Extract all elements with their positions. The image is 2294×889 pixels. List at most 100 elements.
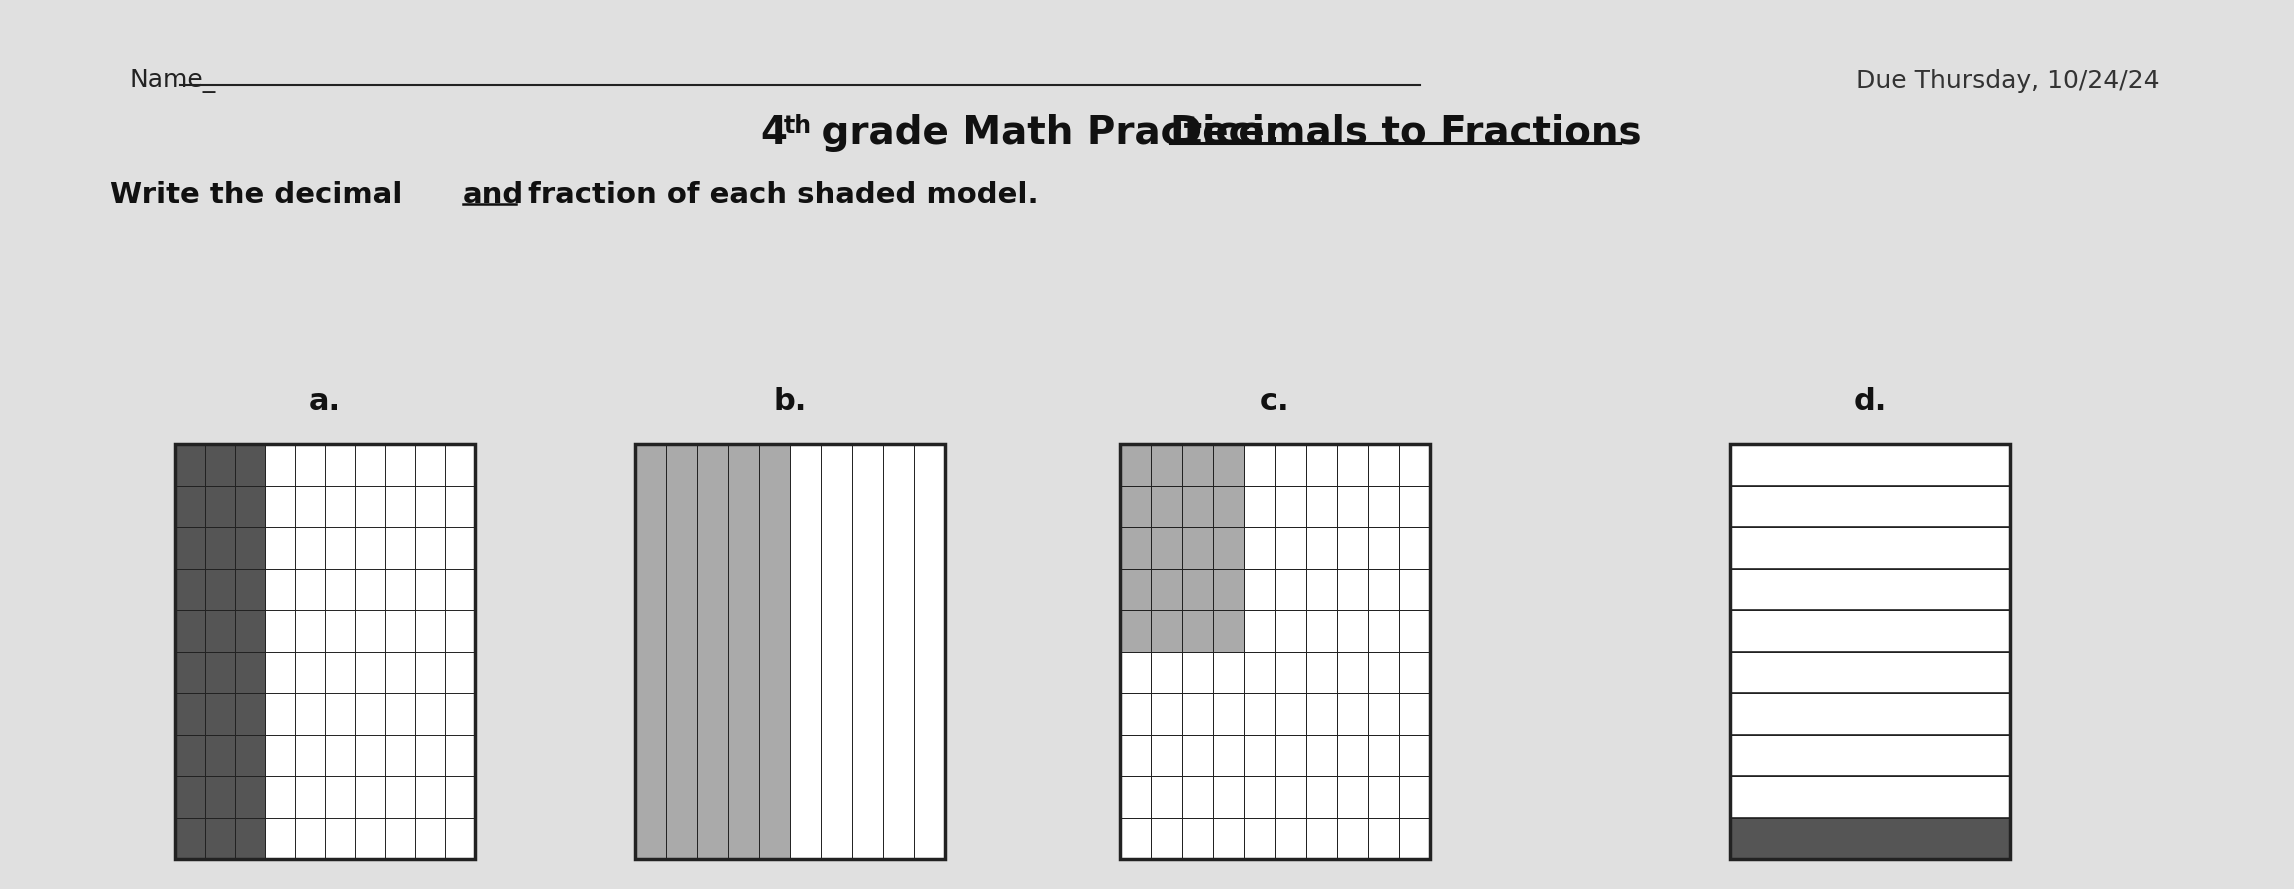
Bar bbox=[1730, 444, 2010, 485]
Bar bbox=[1152, 734, 1181, 776]
Bar bbox=[1243, 568, 1275, 610]
Bar bbox=[759, 444, 789, 859]
Bar bbox=[1181, 693, 1214, 734]
Bar bbox=[883, 444, 913, 859]
Bar bbox=[1399, 693, 1429, 734]
Bar bbox=[1152, 693, 1181, 734]
Bar bbox=[1214, 734, 1243, 776]
Bar bbox=[1399, 610, 1429, 652]
Bar bbox=[174, 818, 204, 859]
Text: Name_: Name_ bbox=[131, 69, 216, 93]
Bar bbox=[1730, 776, 2010, 818]
Bar bbox=[727, 444, 759, 859]
Text: d.: d. bbox=[1854, 387, 1886, 416]
Bar bbox=[821, 444, 851, 859]
Bar bbox=[1275, 610, 1305, 652]
Text: grade Math Practice:: grade Math Practice: bbox=[807, 114, 1294, 152]
Bar bbox=[1119, 568, 1152, 610]
Bar bbox=[1181, 527, 1214, 568]
Bar bbox=[204, 818, 234, 859]
Bar bbox=[1305, 652, 1337, 693]
Bar bbox=[697, 444, 727, 859]
Bar bbox=[1152, 568, 1181, 610]
Bar bbox=[1337, 652, 1367, 693]
Bar bbox=[204, 734, 234, 776]
Bar bbox=[1214, 444, 1243, 485]
Bar bbox=[1181, 485, 1214, 527]
Bar bbox=[1337, 610, 1367, 652]
Bar bbox=[1152, 776, 1181, 818]
Bar bbox=[1275, 527, 1305, 568]
Bar bbox=[1119, 734, 1152, 776]
Bar bbox=[204, 652, 234, 693]
Bar bbox=[1119, 776, 1152, 818]
Bar bbox=[234, 527, 266, 568]
Bar bbox=[234, 652, 266, 693]
Text: b.: b. bbox=[773, 387, 807, 416]
Bar bbox=[204, 527, 234, 568]
Bar bbox=[1730, 527, 2010, 568]
Bar bbox=[234, 610, 266, 652]
Bar bbox=[1730, 734, 2010, 776]
Bar bbox=[174, 444, 204, 485]
Bar bbox=[1243, 776, 1275, 818]
Bar bbox=[1305, 610, 1337, 652]
Bar bbox=[174, 485, 204, 527]
Bar bbox=[1275, 444, 1305, 485]
Bar bbox=[204, 776, 234, 818]
Bar bbox=[851, 444, 883, 859]
Bar bbox=[234, 818, 266, 859]
Bar bbox=[1243, 485, 1275, 527]
Bar bbox=[1181, 776, 1214, 818]
Bar bbox=[1152, 818, 1181, 859]
Text: a.: a. bbox=[310, 387, 342, 416]
Bar bbox=[1337, 818, 1367, 859]
Text: Write the decimal: Write the decimal bbox=[110, 181, 413, 209]
Bar bbox=[1399, 568, 1429, 610]
Text: and: and bbox=[463, 181, 525, 209]
Bar bbox=[1305, 818, 1337, 859]
Bar bbox=[1152, 485, 1181, 527]
Bar bbox=[635, 444, 665, 859]
Bar bbox=[1119, 444, 1152, 485]
Bar bbox=[1275, 568, 1305, 610]
Bar bbox=[635, 444, 945, 859]
Bar bbox=[1214, 527, 1243, 568]
Bar bbox=[1367, 818, 1399, 859]
Bar bbox=[1275, 693, 1305, 734]
Bar bbox=[1181, 818, 1214, 859]
Bar bbox=[1730, 568, 2010, 610]
Bar bbox=[1399, 734, 1429, 776]
Bar bbox=[1337, 693, 1367, 734]
Bar bbox=[1243, 610, 1275, 652]
Bar bbox=[204, 444, 234, 485]
Bar bbox=[174, 776, 204, 818]
Bar bbox=[1367, 734, 1399, 776]
Bar bbox=[1181, 734, 1214, 776]
Bar bbox=[1119, 527, 1152, 568]
Bar bbox=[1214, 610, 1243, 652]
Bar bbox=[1337, 734, 1367, 776]
Bar bbox=[1243, 818, 1275, 859]
Bar bbox=[1337, 568, 1367, 610]
Bar bbox=[234, 734, 266, 776]
Bar bbox=[174, 652, 204, 693]
Bar bbox=[1730, 693, 2010, 734]
Bar bbox=[1337, 444, 1367, 485]
Bar bbox=[1305, 527, 1337, 568]
Bar bbox=[1730, 485, 2010, 527]
Bar bbox=[174, 444, 475, 859]
Bar bbox=[1275, 734, 1305, 776]
Bar bbox=[234, 444, 266, 485]
Bar bbox=[1305, 734, 1337, 776]
Bar bbox=[1275, 776, 1305, 818]
Bar bbox=[1214, 568, 1243, 610]
Bar bbox=[1305, 568, 1337, 610]
Bar bbox=[1367, 776, 1399, 818]
Bar bbox=[1181, 652, 1214, 693]
Bar bbox=[1275, 652, 1305, 693]
Bar bbox=[1214, 693, 1243, 734]
Bar bbox=[1367, 527, 1399, 568]
Bar bbox=[1119, 652, 1152, 693]
Bar bbox=[1214, 818, 1243, 859]
